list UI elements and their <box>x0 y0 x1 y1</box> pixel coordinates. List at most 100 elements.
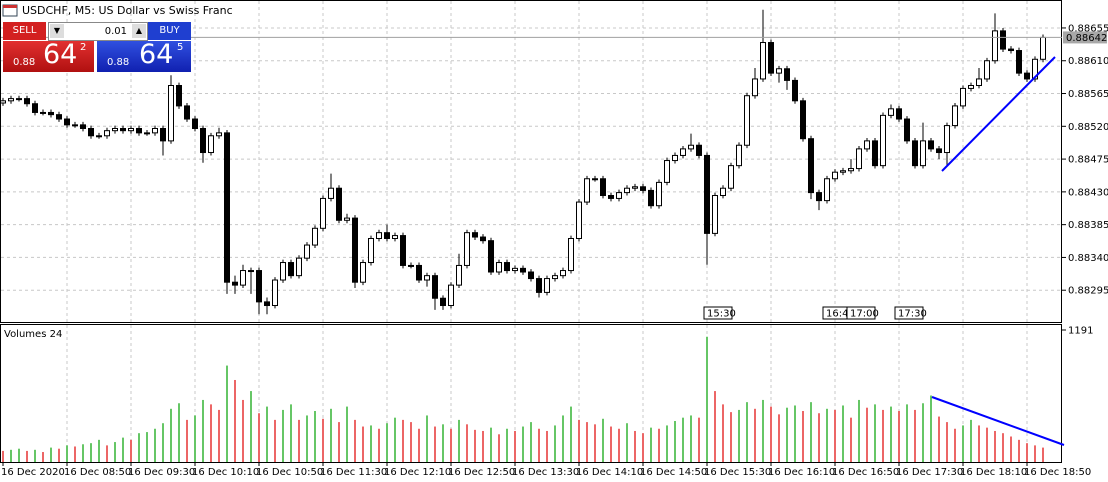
candle-body <box>832 171 838 180</box>
spin-up[interactable]: ▲ <box>132 24 146 38</box>
candle-body <box>648 189 654 207</box>
candle-body <box>448 284 454 307</box>
lot-spinner[interactable]: ▼ 0.01 ▲ <box>48 22 148 41</box>
candle-body <box>504 262 510 272</box>
candle-body <box>480 236 486 242</box>
candle-body <box>568 237 574 272</box>
candle-body <box>1024 72 1030 80</box>
y-tick-label: 0.88430 <box>1068 187 1108 198</box>
candle-body <box>144 132 150 135</box>
x-tick-label: 16 Dec 16:50 <box>832 467 899 478</box>
candle-body <box>552 275 558 280</box>
candle-body <box>400 235 406 266</box>
candle-body <box>312 227 318 246</box>
candle-body <box>784 68 790 81</box>
candle-body <box>528 271 534 280</box>
candle-body <box>776 68 782 74</box>
candle-body <box>32 103 38 113</box>
candle-body <box>928 140 934 150</box>
candle-body <box>248 270 254 273</box>
candle-body <box>496 262 502 273</box>
ask-box[interactable]: 0.88 64 5 <box>97 39 191 72</box>
candle-body <box>704 154 710 234</box>
candle-body <box>576 201 582 239</box>
lot-value[interactable]: 0.01 <box>104 26 127 37</box>
candle-body <box>1016 50 1022 74</box>
period-marker-label: 16:45 <box>826 309 855 320</box>
candle-body <box>864 140 870 150</box>
y-tick-label: 0.88565 <box>1068 89 1108 100</box>
bid-box[interactable]: 0.88 64 2 <box>3 39 94 72</box>
candle-body <box>112 127 118 132</box>
x-tick-label: 16 Dec 09:30 <box>128 467 195 478</box>
candle-body <box>848 168 854 172</box>
candle-body <box>16 98 22 101</box>
bid-big: 64 <box>43 39 78 70</box>
spin-down[interactable]: ▼ <box>50 24 64 38</box>
candle-body <box>880 114 886 167</box>
ask-prefix: 0.88 <box>107 57 130 68</box>
trend-line[interactable] <box>931 396 1065 446</box>
candle-body <box>592 178 598 181</box>
volume-panel-frame <box>0 324 1062 463</box>
candle-body <box>424 275 430 281</box>
candle-body <box>872 140 878 167</box>
candle-body <box>80 124 86 129</box>
candle-body <box>160 127 166 142</box>
candle-body <box>736 144 742 167</box>
candle-body <box>728 165 734 189</box>
y-tick-label: 0.88475 <box>1068 155 1108 166</box>
last-price-label: 0.88642 <box>1066 33 1107 44</box>
candle-body <box>48 111 54 116</box>
period-marker: 17:30 <box>894 306 927 320</box>
candle-body <box>824 178 830 202</box>
last-price-box <box>1063 31 1107 44</box>
candle-body <box>952 105 958 127</box>
title-icon <box>2 4 18 17</box>
candle-body <box>232 281 238 286</box>
candle-body <box>488 240 494 273</box>
candle-body <box>328 187 334 199</box>
x-tick-label: 16 Dec 15:30 <box>704 467 771 478</box>
candle-body <box>392 235 398 239</box>
ask-big: 64 <box>139 39 174 70</box>
x-tick-label: 16 Dec 12:10 <box>384 467 451 478</box>
candle-body <box>688 144 694 150</box>
candle-body <box>720 187 726 197</box>
x-tick-label: 16 Dec 13:30 <box>512 467 579 478</box>
marks <box>0 9 1062 462</box>
candle-body <box>368 237 374 264</box>
candle-body <box>1040 36 1046 60</box>
y-tick-label: 0.88295 <box>1068 286 1108 297</box>
x-tick-label: 16 Dec 12:50 <box>448 467 515 478</box>
candle-body <box>128 127 134 132</box>
candle-body <box>920 140 926 167</box>
candle-body <box>152 127 158 134</box>
candle-body <box>1008 48 1014 52</box>
candle-body <box>280 262 286 281</box>
x-tick-label: 16 Dec 16:10 <box>768 467 835 478</box>
candle-body <box>992 30 998 62</box>
candle-body <box>168 85 174 142</box>
buy-button[interactable]: BUY <box>148 22 191 40</box>
x-tick-label: 16 Dec 17:30 <box>896 467 963 478</box>
one-click-trading-panel: SELL ▼ 0.01 ▲ BUY 0.88 64 2 0.88 64 5 <box>3 22 191 72</box>
candle-body <box>408 264 414 267</box>
candle-body <box>800 100 806 140</box>
candle-body <box>192 118 198 129</box>
sell-button[interactable]: SELL <box>3 22 46 40</box>
candle-body <box>608 195 614 199</box>
candle-body <box>352 217 358 283</box>
candle-body <box>968 85 974 89</box>
candle-body <box>120 127 126 132</box>
candle-body <box>40 111 46 114</box>
candle-body <box>1000 30 1006 50</box>
candle-body <box>544 278 550 293</box>
candle-body <box>712 195 718 234</box>
candle-body <box>336 187 342 221</box>
y-tick-label: 0.88385 <box>1068 220 1108 231</box>
candle-body <box>512 267 518 272</box>
candle-body <box>440 297 446 307</box>
trend-line[interactable] <box>941 56 1056 172</box>
period-marker: 17:00 <box>846 306 879 320</box>
